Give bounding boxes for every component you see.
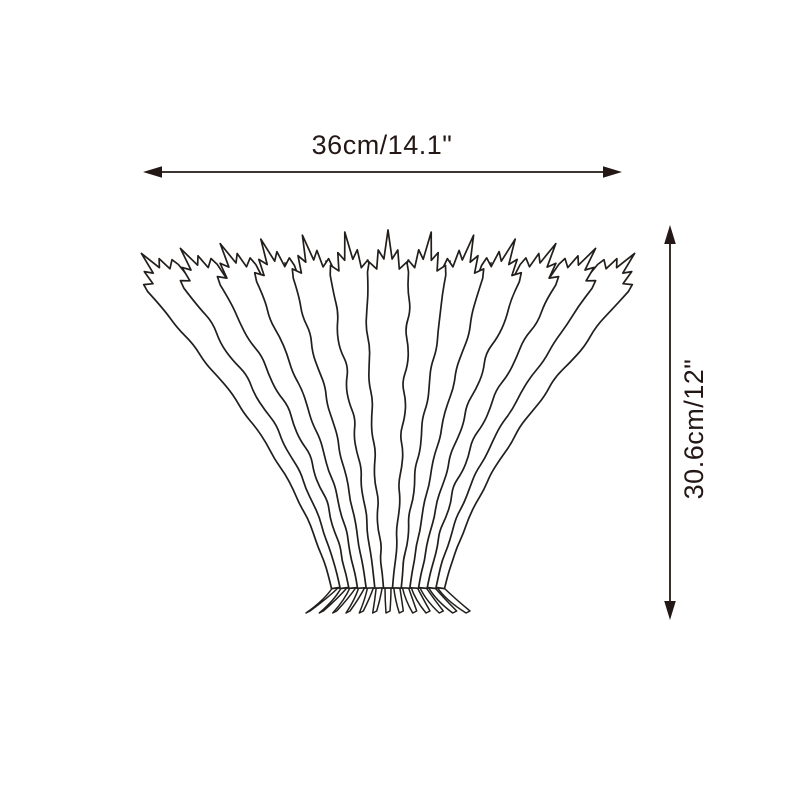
width-arrow-right-head-icon <box>603 166 622 178</box>
height-dimension-arrow <box>664 225 676 620</box>
base-tail <box>418 586 445 614</box>
base-tail <box>427 586 458 614</box>
height-arrow-bottom-head-icon <box>664 601 676 620</box>
base-tail <box>371 586 384 614</box>
height-arrow-top-head-icon <box>664 225 676 244</box>
sconce-line-drawing <box>140 229 636 614</box>
base-tail <box>345 586 366 614</box>
width-dimension-label: 36cm/14.1" <box>312 130 453 160</box>
base-tail <box>392 586 405 614</box>
base-tail <box>384 586 392 614</box>
base-tail <box>401 586 418 614</box>
base-tail <box>358 586 375 614</box>
leaf-frond <box>365 229 411 589</box>
height-dimension-label: 30.6cm/12" <box>679 359 709 500</box>
base-tail <box>331 586 358 614</box>
base-tail <box>305 586 340 614</box>
width-dimension-arrow <box>143 166 622 178</box>
width-arrow-left-head-icon <box>143 166 162 178</box>
base-tail <box>410 586 431 614</box>
base-tail <box>318 586 349 614</box>
base-tail <box>436 586 471 614</box>
